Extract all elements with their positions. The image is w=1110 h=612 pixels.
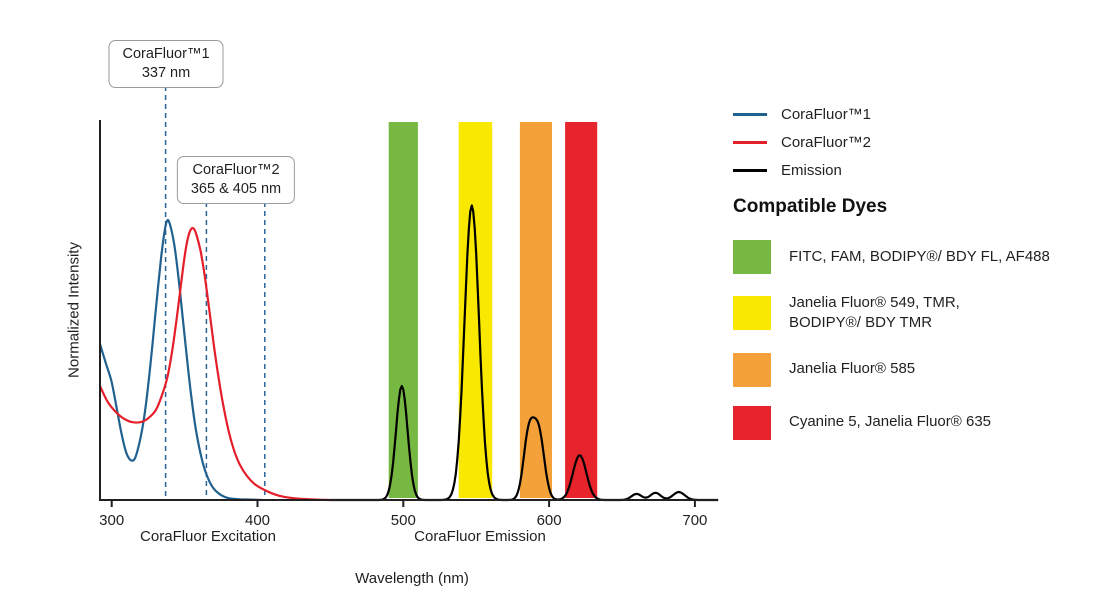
orange-dye-label: Janelia Fluor® 585 — [789, 360, 916, 378]
callout-corafluor1-value: 337 nm — [141, 64, 191, 81]
yellow-dye-label: Janelia Fluor® 549, TMR, BODIPY®/ BDY TM… — [789, 294, 960, 332]
x-tick-label-400: 400 — [245, 512, 270, 529]
dye-item-yellow: Janelia Fluor® 549, TMR, BODIPY®/ BDY TM… — [733, 293, 1110, 334]
callout-corafluor1-title: CoraFluor™1 — [122, 46, 210, 62]
x-region-label-excitation: CoraFluor Excitation — [140, 528, 276, 545]
red-dye-swatch — [733, 405, 771, 440]
x-tick-label-500: 500 — [391, 512, 416, 529]
callout-corafluor1: CoraFluor™1 337 nm — [108, 40, 224, 88]
green-filter-band — [388, 122, 418, 498]
x-tick-label-300: 300 — [99, 512, 124, 529]
legend-label-corafluor1: CoraFluor™1 — [781, 105, 872, 123]
red-filter-band — [565, 122, 598, 498]
legend-label-corafluor2: CoraFluor™2 — [781, 133, 872, 151]
series-curve-emission — [330, 204, 719, 502]
green-dye-swatch — [733, 240, 771, 274]
corafluor1-line-swatch — [733, 112, 767, 116]
callout-corafluor2-value: 365 & 405 nm — [190, 180, 282, 197]
legend-item-corafluor1: CoraFluor™1 — [733, 104, 1110, 124]
yellow-dye-swatch — [733, 296, 771, 331]
green-dye-label: FITC, FAM, BODIPY®/ BDY FL, AF488 — [789, 247, 1050, 265]
orange-filter-band — [519, 122, 552, 498]
red-dye-label: Cyanine 5, Janelia Fluor® 635 — [789, 413, 992, 431]
legend-label-emission: Emission — [781, 161, 842, 179]
legend-item-corafluor2: CoraFluor™2 — [733, 132, 1110, 152]
callout-corafluor2-title: CoraFluor™2 — [192, 162, 280, 178]
legend-item-emission: Emission — [733, 160, 1110, 180]
spectra-chart: 300 400 500 600 700 — [98, 86, 719, 529]
callout-corafluor2: CoraFluor™2 365 & 405 nm — [176, 156, 296, 204]
dye-item-red: Cyanine 5, Janelia Fluor® 635 — [733, 405, 1110, 440]
corafluor2-line-swatch — [733, 140, 767, 144]
orange-dye-swatch — [733, 352, 771, 387]
series-curve-corafluor-1 — [98, 218, 262, 502]
x-tick-label-600: 600 — [537, 512, 562, 529]
x-tick-label-700: 700 — [682, 512, 707, 529]
y-axis-title: Normalized Intensity — [65, 242, 83, 378]
series-curve-corafluor-2 — [99, 226, 331, 502]
x-region-label-emission: CoraFluor Emission — [414, 528, 546, 545]
yellow-filter-band — [458, 122, 493, 498]
x-axis-title: Wavelength (nm) — [355, 570, 469, 587]
dye-item-orange: Janelia Fluor® 585 — [733, 352, 1110, 387]
compatible-dyes-title: Compatible Dyes — [733, 196, 888, 217]
dye-item-green: FITC, FAM, BODIPY®/ BDY FL, AF488 — [733, 240, 1110, 274]
legend-panel: CoraFluor™1 CoraFluor™2 Emission Compati… — [733, 104, 1110, 459]
emission-line-swatch — [733, 168, 767, 172]
